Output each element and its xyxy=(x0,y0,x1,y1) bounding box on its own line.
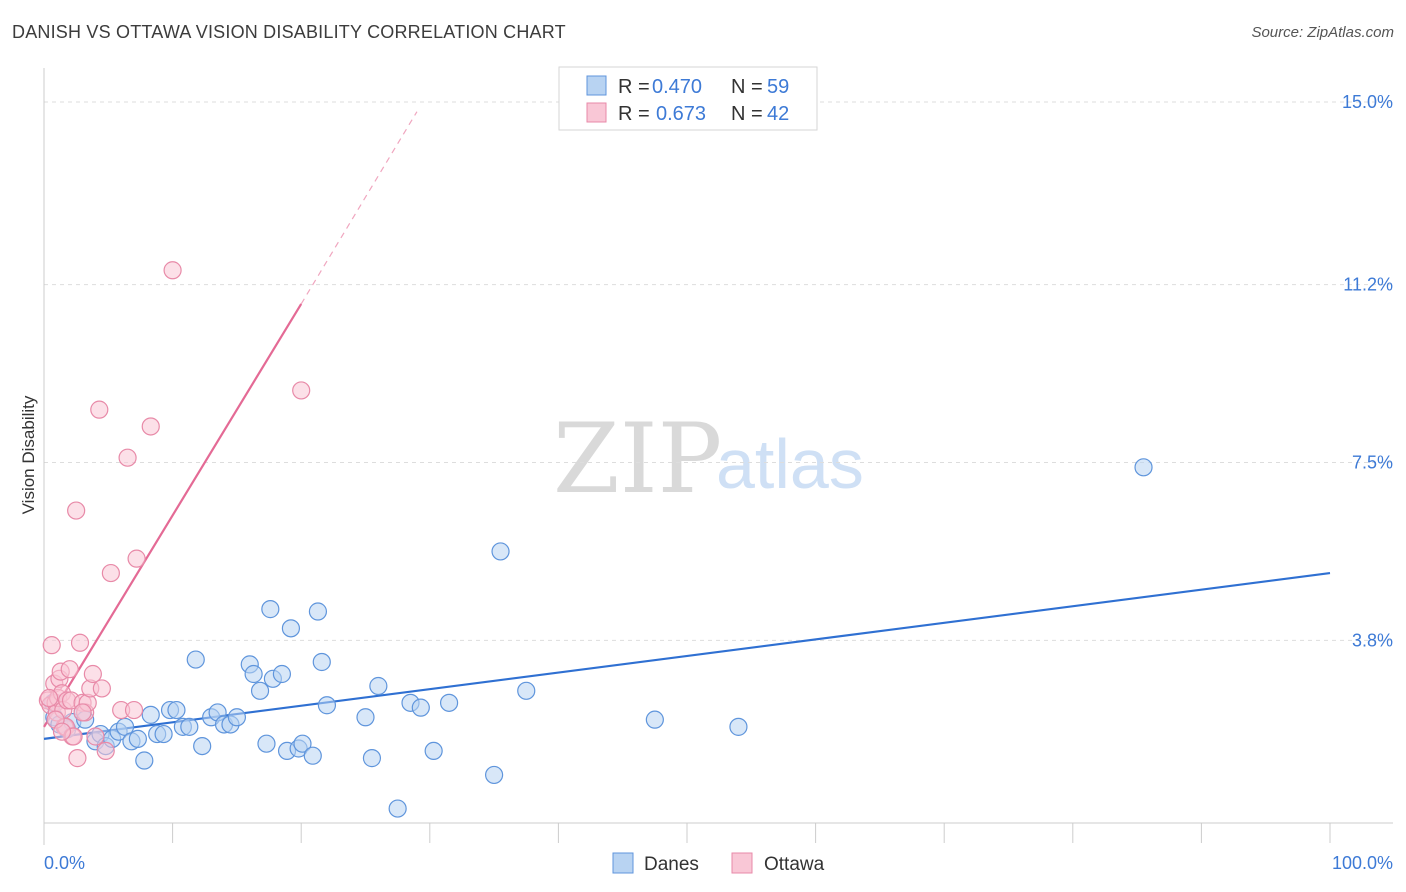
axes xyxy=(43,68,1393,845)
danes-point xyxy=(261,600,280,619)
danes-point xyxy=(154,724,173,744)
source-credit: Source: ZipAtlas.com xyxy=(1251,24,1394,41)
ottawa-point xyxy=(127,549,146,568)
danes-point xyxy=(244,664,263,684)
legend-danes-swatch xyxy=(586,75,607,96)
legend-danes-n-label: N = xyxy=(731,76,763,98)
danes-point xyxy=(308,602,328,621)
ottawa-points xyxy=(38,261,311,768)
ottawa-point xyxy=(83,664,102,684)
legend-ottawa-swatch xyxy=(586,102,607,123)
danes-point xyxy=(1134,458,1153,477)
ottawa-point xyxy=(124,700,144,720)
legend-ottawa-n-value: 42 xyxy=(767,103,789,125)
ottawa-point xyxy=(96,741,115,761)
danes-point xyxy=(135,751,154,770)
danes-point xyxy=(141,705,160,724)
danes-point xyxy=(439,693,459,712)
bottom-legend-ottawa-swatch xyxy=(731,852,753,874)
legend-danes-r-value: 0.470 xyxy=(652,76,702,98)
ottawa-point xyxy=(101,563,120,583)
ottawa-point xyxy=(92,679,111,698)
ottawa-point xyxy=(292,381,311,400)
x-tick-label-max: 100.0% xyxy=(1332,853,1393,873)
danes-points xyxy=(43,458,1153,818)
danes-point xyxy=(281,619,301,638)
ottawa-point xyxy=(86,727,105,746)
danes-point xyxy=(180,717,199,736)
watermark-zip: ZIP xyxy=(553,403,722,515)
danes-point xyxy=(356,708,375,727)
ottawa-point xyxy=(42,636,61,655)
ottawa-point xyxy=(60,660,79,679)
ottawa-point xyxy=(67,501,86,520)
x-tick-label-min: 0.0% xyxy=(44,853,85,873)
danes-point xyxy=(369,676,388,696)
danes-point xyxy=(312,652,331,672)
danes-point xyxy=(317,696,337,715)
danes-trendline-group xyxy=(43,571,1331,740)
grid-lines xyxy=(44,101,1393,641)
danes-point xyxy=(303,746,322,765)
ottawa-point xyxy=(73,703,92,722)
danes-point xyxy=(388,799,407,818)
danes-point xyxy=(250,681,270,700)
legend-ottawa-n-label: N = xyxy=(731,103,763,125)
bottom-legend-ottawa-label: Ottawa xyxy=(764,854,825,875)
ottawa-trendline-group xyxy=(43,111,418,728)
y-axis-label: Vision Disability xyxy=(19,395,38,514)
danes-point xyxy=(362,749,382,768)
danes-point xyxy=(227,708,246,727)
y-tick-label: 11.2% xyxy=(1343,275,1393,295)
series-legend: Danes Ottawa xyxy=(612,852,825,875)
danes-point xyxy=(128,729,147,748)
danes-point xyxy=(257,734,276,753)
danes-point xyxy=(485,765,504,785)
correlation-legend: R = 0.470 N = 59 R = 0.673 N = 42 xyxy=(558,66,818,131)
danes-point xyxy=(491,542,510,561)
ottawa-trendline xyxy=(43,303,303,728)
legend-danes-r-label: R = xyxy=(618,76,650,98)
ottawa-point xyxy=(90,400,109,419)
danes-point xyxy=(645,710,664,729)
ottawa-point xyxy=(40,688,59,708)
danes-point xyxy=(411,698,430,717)
ottawa-point xyxy=(163,261,182,280)
ottawa-point xyxy=(68,749,87,768)
ottawa-trendline-extension xyxy=(300,111,418,305)
ottawa-point xyxy=(141,417,160,436)
legend-danes-n-value: 59 xyxy=(767,76,789,98)
danes-trendline xyxy=(43,571,1331,740)
y-tick-label: 7.5% xyxy=(1352,453,1393,473)
ottawa-point xyxy=(52,722,72,741)
danes-point xyxy=(517,681,536,700)
legend-ottawa-r-label: R = xyxy=(618,103,650,125)
ottawa-point xyxy=(118,448,137,467)
danes-point xyxy=(293,734,312,753)
watermark-atlas: atlas xyxy=(716,425,864,503)
danes-point xyxy=(729,717,748,736)
y-tick-label: 3.8% xyxy=(1352,630,1393,650)
bottom-legend-danes-swatch xyxy=(612,852,634,874)
y-tick-label: 15.0% xyxy=(1342,92,1393,112)
y-tick-labels: 3.8% 7.5% 11.2% 15.0% xyxy=(1342,92,1393,650)
chart-title: DANISH VS OTTAWA VISION DISABILITY CORRE… xyxy=(12,22,566,42)
danes-point xyxy=(193,736,212,756)
danes-point xyxy=(424,741,443,761)
bottom-legend-danes-label: Danes xyxy=(644,854,699,875)
legend-ottawa-r-value: 0.673 xyxy=(656,103,706,125)
ottawa-point xyxy=(70,633,90,652)
danes-point xyxy=(186,650,205,669)
danes-point xyxy=(167,700,186,720)
danes-point xyxy=(272,664,292,684)
